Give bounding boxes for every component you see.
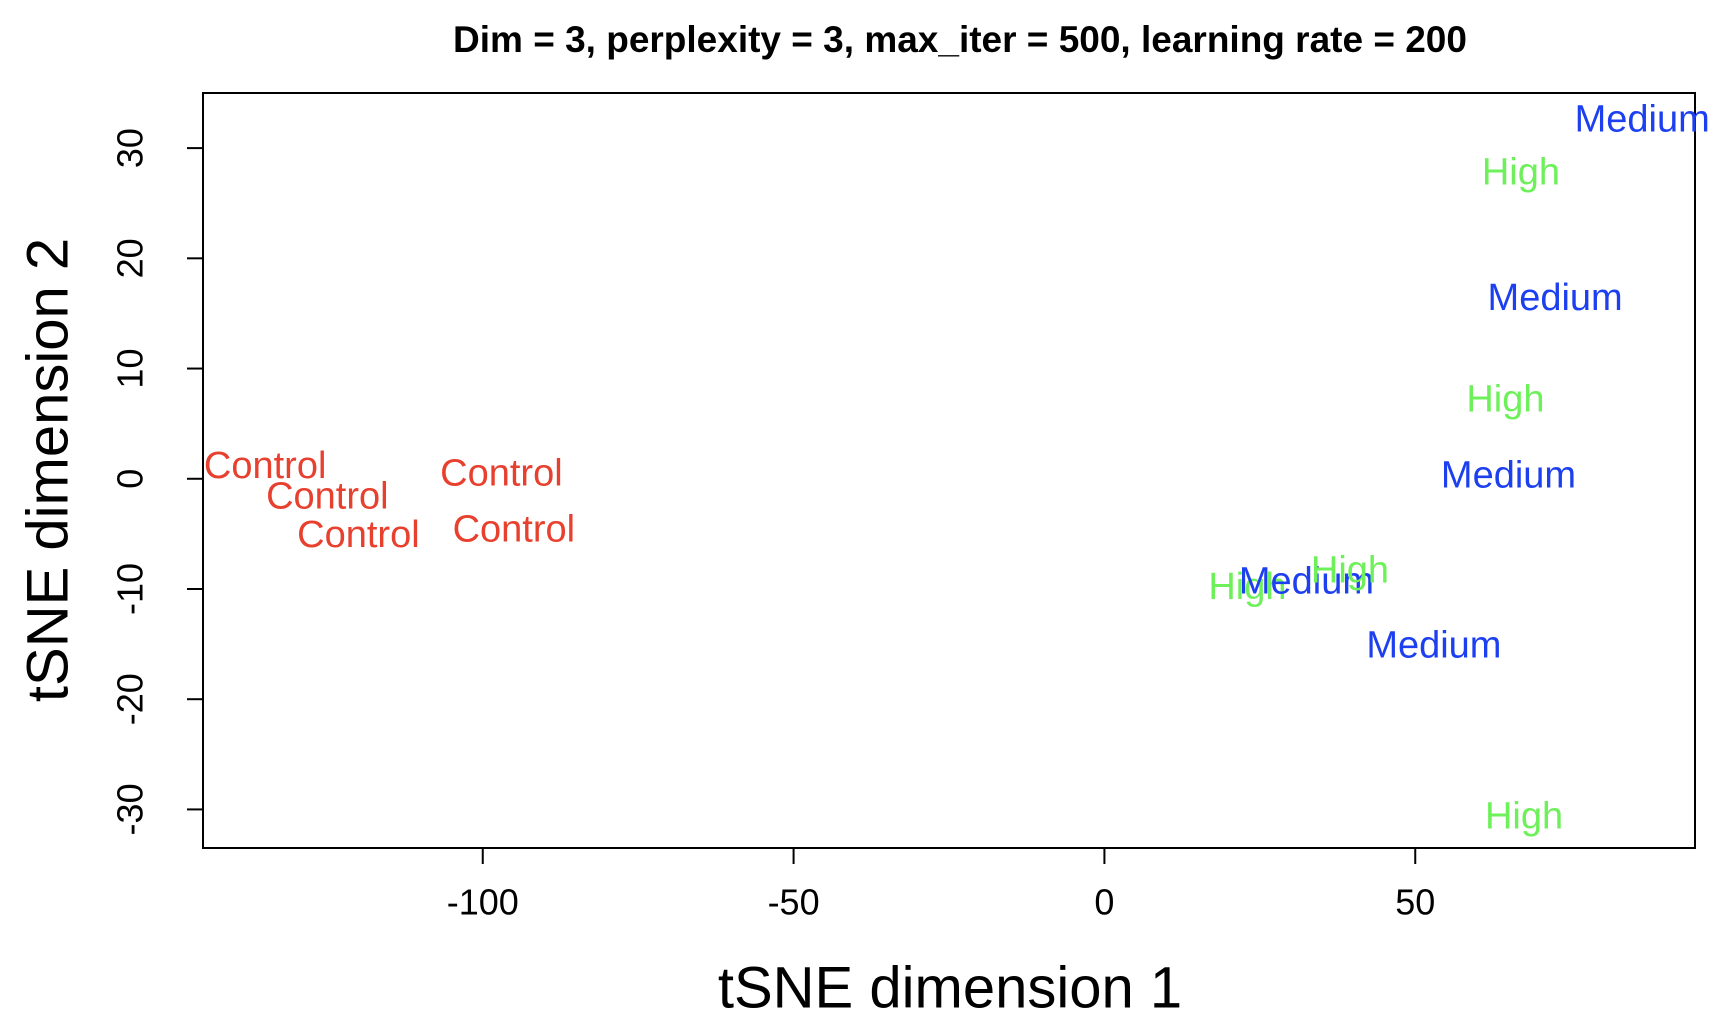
- x-tick-label: -50: [768, 882, 820, 923]
- point-label-high: High: [1311, 549, 1389, 591]
- y-tick-label: -10: [110, 563, 151, 615]
- point-label-control: Control: [266, 476, 389, 518]
- x-axis-label: tSNE dimension 1: [718, 955, 1182, 1020]
- y-axis: -30 -20 -10 0 10 20 30: [110, 128, 203, 835]
- point-label-control: Control: [453, 509, 576, 551]
- point-label-control: Control: [204, 445, 327, 487]
- scatter-points: ControlControlControlControlControlMediu…: [204, 99, 1710, 838]
- x-axis: -100 -50 0 50: [447, 848, 1435, 923]
- x-tick-label: -100: [447, 882, 519, 923]
- point-label-control: Control: [440, 452, 563, 494]
- plot-frame: [202, 92, 1696, 849]
- x-tick-label: 0: [1094, 882, 1114, 923]
- y-tick-label: 20: [110, 238, 151, 278]
- point-label-high: High: [1466, 379, 1544, 421]
- y-tick-label: -20: [110, 673, 151, 725]
- chart-title: Dim = 3, perplexity = 3, max_iter = 500,…: [453, 19, 1467, 60]
- point-label-medium: Medium: [1366, 624, 1501, 666]
- point-label-high: High: [1208, 566, 1286, 608]
- point-label-medium: Medium: [1488, 277, 1623, 319]
- x-tick-label: 50: [1395, 882, 1435, 923]
- point-label-medium: Medium: [1575, 99, 1710, 141]
- point-label-control: Control: [297, 514, 420, 556]
- y-tick-label: 30: [110, 128, 151, 168]
- y-tick-label: 0: [110, 469, 151, 489]
- point-label-high: High: [1485, 795, 1563, 837]
- point-label-medium: Medium: [1441, 455, 1576, 497]
- point-label-medium: Medium: [1239, 561, 1374, 603]
- y-axis-label: tSNE dimension 2: [15, 238, 80, 702]
- point-label-high: High: [1482, 152, 1560, 194]
- y-tick-label: -30: [110, 783, 151, 835]
- y-tick-label: 10: [110, 349, 151, 389]
